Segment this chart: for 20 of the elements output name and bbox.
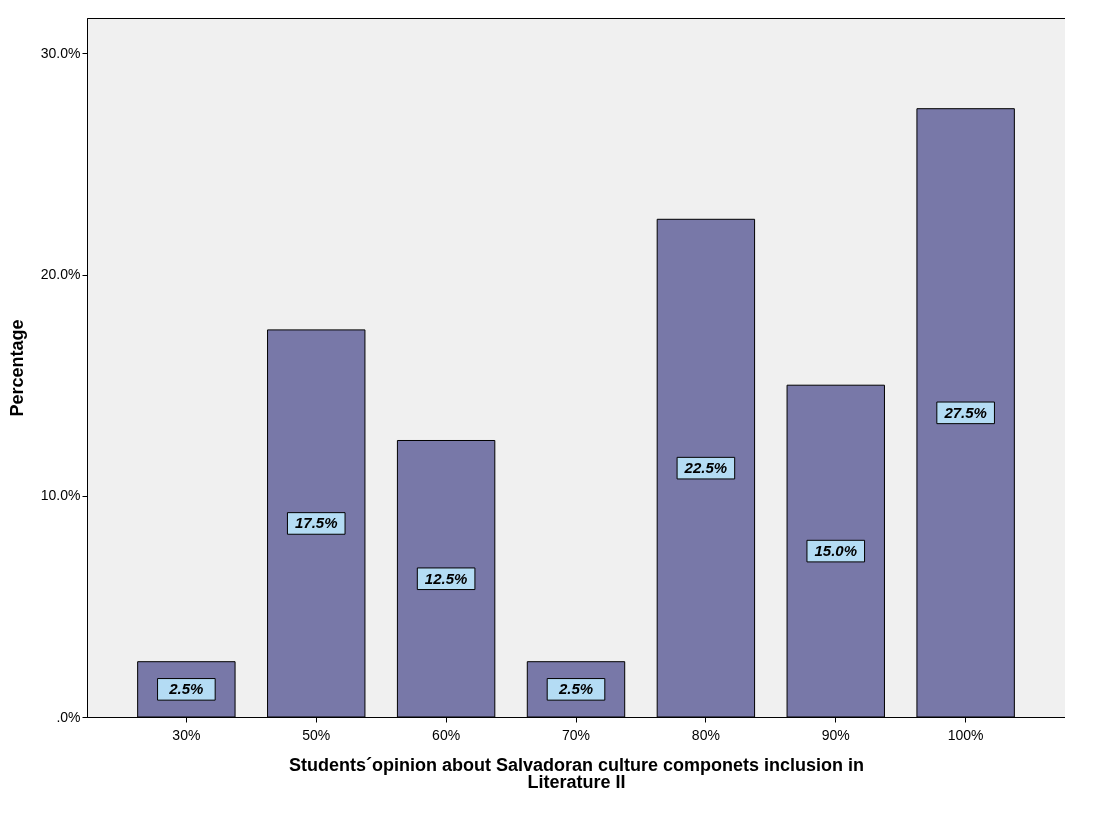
x-tick-label: 90% bbox=[821, 726, 850, 743]
y-tick-label: 30.0% bbox=[40, 44, 81, 61]
y-axis-title: Percentage bbox=[6, 319, 27, 417]
x-tick-label: 60% bbox=[432, 726, 461, 743]
x-tick-label: 70% bbox=[561, 726, 591, 743]
x-tick-label: 30% bbox=[172, 726, 201, 743]
data-label: 17.5% bbox=[294, 514, 338, 532]
y-tick-label: 10.0% bbox=[40, 487, 81, 504]
y-tick-label: 20.0% bbox=[40, 266, 81, 283]
data-label: 2.5% bbox=[168, 680, 204, 698]
x-tick-label: 50% bbox=[302, 726, 331, 743]
data-label: 2.5% bbox=[557, 680, 594, 698]
y-tick-label: .0% bbox=[56, 708, 81, 725]
x-tick-label: 100% bbox=[947, 726, 984, 743]
x-axis-title: Students´opinion about Salvadoran culture componets inclusion in Literature II bbox=[288, 754, 865, 792]
data-label: 12.5% bbox=[424, 569, 468, 587]
data-label: 22.5% bbox=[683, 459, 728, 477]
data-label: 15.0% bbox=[814, 542, 858, 560]
data-label: 27.5% bbox=[943, 403, 987, 421]
x-tick-label: 80% bbox=[691, 726, 720, 743]
